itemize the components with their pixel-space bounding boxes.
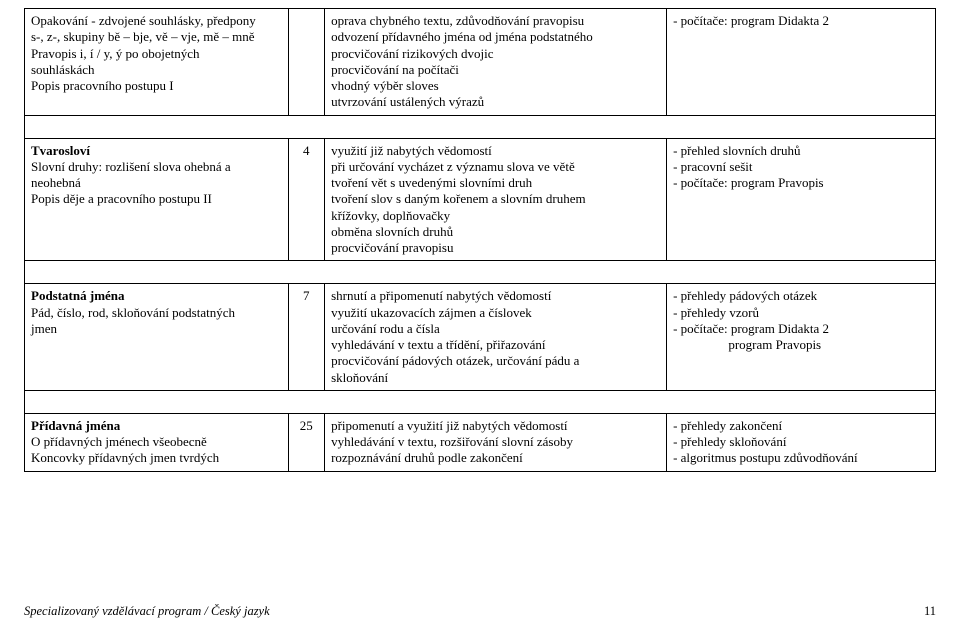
text: křížovky, doplňovačky	[331, 208, 450, 223]
cell-topic: Opakování - zdvojené souhlásky, předpony…	[25, 9, 289, 116]
cell-topic: Přídavná jména O přídavných jménech všeo…	[25, 413, 289, 471]
text: procvičování na počítači	[331, 62, 459, 77]
table-row: Opakování - zdvojené souhlásky, předpony…	[25, 9, 936, 116]
spacer	[25, 390, 936, 413]
cell-resources: - přehled slovních druhů - pracovní seši…	[667, 138, 936, 261]
text: oprava chybného textu, zdůvodňování prav…	[331, 13, 584, 28]
text: - přehledy zakončení	[673, 418, 782, 433]
text: při určování vycházet z významu slova ve…	[331, 159, 575, 174]
table-row: Tvarosloví Slovní druhy: rozlišení slova…	[25, 138, 936, 261]
text: jmen	[31, 321, 57, 336]
text: 7	[303, 288, 310, 303]
text: vyhledávání v textu, rozšiřování slovní …	[331, 434, 573, 449]
text: Opakování - zdvojené souhlásky, předpony	[31, 13, 256, 28]
text: Pád, číslo, rod, skloňování podstatných	[31, 305, 235, 320]
text: Koncovky přídavných jmen tvrdých	[31, 450, 219, 465]
cell-resources: - přehledy pádových otázek - přehledy vz…	[667, 284, 936, 391]
text: procvičování pádových otázek, určování p…	[331, 353, 579, 368]
text: obměna slovních druhů	[331, 224, 453, 239]
text: Popis pracovního postupu I	[31, 78, 174, 93]
cell-hours	[288, 9, 325, 116]
text: 25	[300, 418, 313, 433]
text: vhodný výběr sloves	[331, 78, 439, 93]
text: - algoritmus postupu zdůvodňování	[673, 450, 858, 465]
cell-hours: 4	[288, 138, 325, 261]
topic-title: Tvarosloví	[31, 143, 90, 158]
text: rozpoznávání druhů podle zakončení	[331, 450, 523, 465]
cell-topic: Tvarosloví Slovní druhy: rozlišení slova…	[25, 138, 289, 261]
cell-hours: 25	[288, 413, 325, 471]
curriculum-table: Opakování - zdvojené souhlásky, předpony…	[24, 8, 936, 472]
text: - počítače: program Didakta 2	[673, 13, 829, 28]
text: O přídavných jménech všeobecně	[31, 434, 207, 449]
cell-topic: Podstatná jména Pád, číslo, rod, skloňov…	[25, 284, 289, 391]
text: tvoření slov s daným kořenem a slovním d…	[331, 191, 586, 206]
page-number: 11	[924, 604, 936, 619]
text: - pracovní sešit	[673, 159, 752, 174]
topic-title: Přídavná jména	[31, 418, 120, 433]
spacer	[25, 261, 936, 284]
text: odvození přídavného jména od jména podst…	[331, 29, 593, 44]
cell-activities: využití již nabytých vědomostí při určov…	[325, 138, 667, 261]
text: shrnutí a připomenutí nabytých vědomostí	[331, 288, 551, 303]
cell-resources: - přehledy zakončení - přehledy skloňová…	[667, 413, 936, 471]
text: - počítače: program Didakta 2	[673, 321, 829, 336]
page-footer: Specializovaný vzdělávací program / Česk…	[24, 604, 936, 619]
text: Pravopis i, í / y, ý po obojetných	[31, 46, 200, 61]
text: procvičování rizikových dvojic	[331, 46, 493, 61]
cell-activities: připomenutí a využití již nabytých vědom…	[325, 413, 667, 471]
table-row: Přídavná jména O přídavných jménech všeo…	[25, 413, 936, 471]
text: s-, z-, skupiny bě – bje, vě – vje, mě –…	[31, 29, 254, 44]
footer-left: Specializovaný vzdělávací program / Česk…	[24, 604, 270, 619]
text: - přehledy pádových otázek	[673, 288, 817, 303]
text: vyhledávání v textu a třídění, přiřazová…	[331, 337, 545, 352]
text: program Pravopis	[673, 337, 821, 352]
text: využití již nabytých vědomostí	[331, 143, 492, 158]
cell-resources: - počítače: program Didakta 2	[667, 9, 936, 116]
table-row: Podstatná jména Pád, číslo, rod, skloňov…	[25, 284, 936, 391]
text: - přehledy skloňování	[673, 434, 786, 449]
text: skloňování	[331, 370, 388, 385]
text: utvrzování ustálených výrazů	[331, 94, 484, 109]
text: využití ukazovacích zájmen a číslovek	[331, 305, 532, 320]
text: neohebná	[31, 175, 81, 190]
cell-activities: oprava chybného textu, zdůvodňování prav…	[325, 9, 667, 116]
text: - přehledy vzorů	[673, 305, 759, 320]
text: procvičování pravopisu	[331, 240, 453, 255]
spacer	[25, 115, 936, 138]
text: tvoření vět s uvedenými slovními druh	[331, 175, 532, 190]
cell-activities: shrnutí a připomenutí nabytých vědomostí…	[325, 284, 667, 391]
text: - přehled slovních druhů	[673, 143, 800, 158]
text: - počítače: program Pravopis	[673, 175, 824, 190]
page: Opakování - zdvojené souhlásky, předpony…	[0, 0, 960, 627]
cell-hours: 7	[288, 284, 325, 391]
text: určování rodu a čísla	[331, 321, 440, 336]
topic-title: Podstatná jména	[31, 288, 125, 303]
text: 4	[303, 143, 310, 158]
text: souhláskách	[31, 62, 95, 77]
text: Popis děje a pracovního postupu II	[31, 191, 212, 206]
text: Slovní druhy: rozlišení slova ohebná a	[31, 159, 231, 174]
text: připomenutí a využití již nabytých vědom…	[331, 418, 567, 433]
